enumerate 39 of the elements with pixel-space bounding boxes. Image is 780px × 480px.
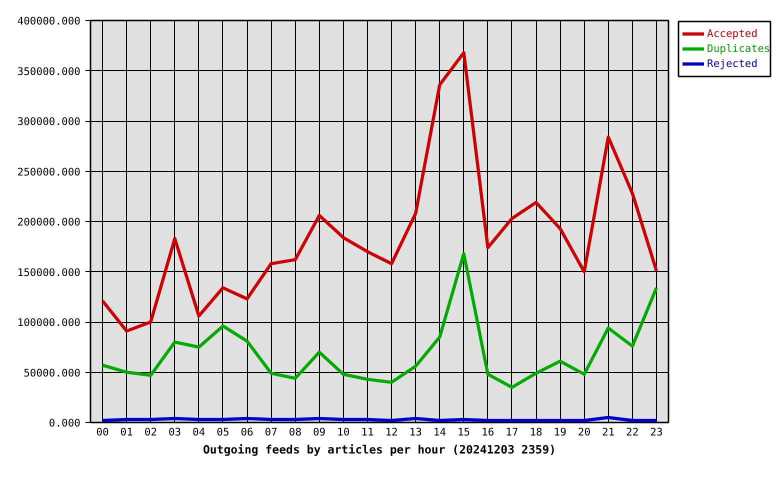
x-axis-title: Outgoing feeds by articles per hour (20241203 2359) (202, 442, 556, 456)
x-tick-label: 11 (361, 426, 374, 438)
x-tick-label: 19 (554, 426, 566, 438)
line-series (100, 51, 658, 333)
legend-label: Duplicates (707, 42, 770, 56)
y-tick-label: 200000.000 (17, 216, 81, 228)
x-tick-label: 04 (192, 426, 206, 438)
x-tick-label: 22 (626, 426, 639, 438)
x-tick-label: 03 (168, 426, 182, 438)
x-tick-label: 14 (433, 426, 446, 438)
x-tick-label: 18 (530, 426, 542, 438)
x-tick-label: 02 (144, 426, 158, 438)
y-tick-label: 400000.000 (17, 16, 81, 28)
y-tick-label: 350000.000 (17, 66, 81, 78)
x-tick-label: 16 (482, 426, 494, 438)
x-tick-label: 08 (288, 426, 302, 438)
x-tick-label: 13 (409, 426, 422, 438)
x-tick-label: 17 (506, 426, 518, 438)
y-tick-label: 250000.000 (17, 166, 81, 178)
x-tick-label: 05 (216, 426, 230, 438)
x-tick-label: 00 (96, 426, 109, 438)
x-tick-label: 12 (385, 426, 398, 438)
y-tick-label: 0.000 (48, 418, 80, 430)
y-tick-label: 100000.000 (17, 317, 81, 329)
y-tick-label: 150000.000 (17, 266, 81, 279)
x-tick-label: 21 (602, 426, 615, 438)
x-tick-label: 07 (264, 426, 278, 438)
x-tick-label: 01 (120, 426, 133, 438)
y-tick-label: 300000.000 (17, 116, 81, 128)
x-tick-label: 23 (650, 426, 663, 438)
x-tick-label: 15 (457, 426, 470, 438)
x-tick-label: 06 (240, 426, 254, 438)
x-tick-label: 09 (312, 426, 326, 438)
x-tick-label: 10 (337, 426, 350, 438)
legend-label: Rejected (707, 56, 758, 71)
y-tick-label: 50000.000 (24, 367, 81, 380)
line-series (100, 252, 658, 389)
x-tick-label: 20 (578, 426, 591, 438)
legend-label: Accepted (707, 26, 758, 41)
